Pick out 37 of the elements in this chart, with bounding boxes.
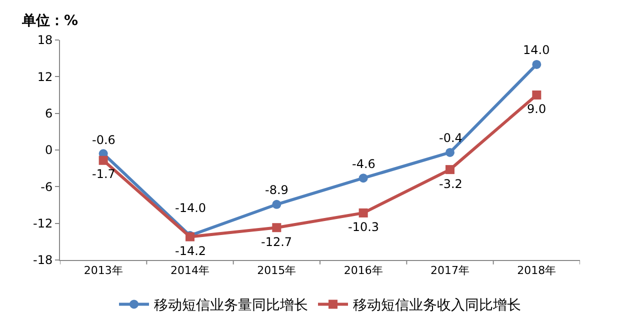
- data-label: -0.4: [439, 131, 462, 145]
- data-label: -14.2: [175, 244, 206, 258]
- point: [446, 165, 454, 174]
- point: [272, 223, 282, 232]
- point: [272, 200, 282, 209]
- x-tick-label: 2013年: [84, 264, 123, 278]
- y-tick-label: 6: [44, 106, 53, 121]
- point: [358, 174, 368, 183]
- data-label: 14.0: [523, 43, 550, 57]
- data-label: -8.9: [265, 183, 288, 197]
- point: [358, 208, 368, 218]
- data-label: -0.6: [92, 133, 116, 147]
- point: [98, 156, 108, 165]
- data-label: -10.3: [348, 220, 380, 234]
- point: [532, 60, 542, 69]
- point: [446, 148, 454, 157]
- data-label: -1.7: [92, 167, 116, 181]
- y-tick-label: -12: [32, 216, 53, 231]
- data-label: 9.0: [527, 102, 546, 116]
- x-tick-label: 2017年: [430, 264, 470, 278]
- y-tick-label: -6: [40, 180, 53, 194]
- data-label: -3.2: [439, 177, 462, 191]
- x-tick-label: 2014年: [170, 264, 210, 278]
- y-axis-title: 单位：%: [21, 13, 78, 29]
- data-label: -4.6: [352, 157, 376, 171]
- x-tick-label: 2015年: [257, 264, 296, 278]
- y-tick-label: 12: [37, 70, 53, 84]
- legend-label: 移动短信业务量同比增长: [154, 298, 308, 314]
- x-tick-label: 2016年: [344, 264, 383, 278]
- data-label: -12.7: [261, 235, 292, 249]
- legend-label: 移动短信业务收入同比增长: [353, 298, 521, 314]
- y-tick-label: 0: [44, 143, 53, 158]
- x-tick-label: 2018年: [517, 264, 556, 278]
- data-label: -14.0: [175, 201, 206, 215]
- point: [532, 90, 542, 100]
- y-tick-label: 18: [37, 33, 53, 48]
- y-tick-label: -18: [32, 253, 53, 268]
